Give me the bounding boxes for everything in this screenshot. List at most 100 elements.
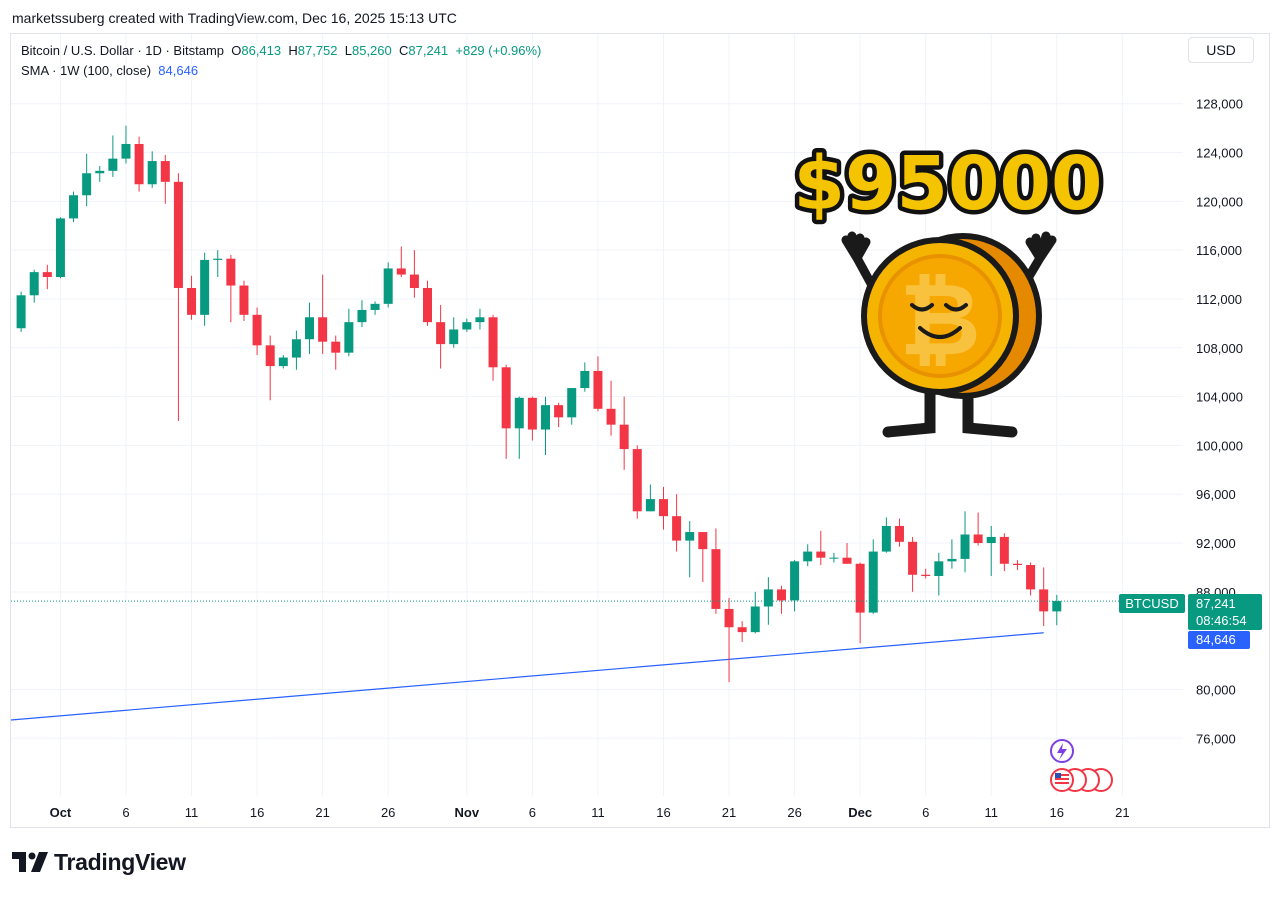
candle[interactable] <box>999 533 1009 572</box>
candle[interactable] <box>396 246 406 277</box>
candle[interactable] <box>894 518 904 547</box>
candle[interactable] <box>1026 562 1036 596</box>
candle[interactable] <box>881 517 891 553</box>
candle[interactable] <box>921 568 931 579</box>
legend-high-value: 87,752 <box>297 43 338 58</box>
candle[interactable] <box>527 396 537 441</box>
candle[interactable] <box>357 300 367 328</box>
candle[interactable] <box>318 274 328 354</box>
candle[interactable] <box>187 275 197 320</box>
candle[interactable] <box>213 250 223 277</box>
candle[interactable] <box>69 191 79 223</box>
us-flag-events-icon[interactable] <box>1050 768 1113 792</box>
candle[interactable] <box>1039 567 1049 627</box>
candle[interactable] <box>344 308 354 357</box>
candle[interactable] <box>645 484 655 512</box>
candle[interactable] <box>449 317 459 348</box>
candle[interactable] <box>383 262 393 308</box>
candle-body <box>331 341 341 353</box>
candle[interactable] <box>409 250 419 298</box>
candle[interactable] <box>370 301 380 315</box>
candle[interactable] <box>685 521 695 578</box>
candle[interactable] <box>567 388 577 425</box>
candle[interactable] <box>672 494 682 552</box>
candle[interactable] <box>331 335 341 370</box>
candle[interactable] <box>554 402 564 428</box>
last-price-badge: 87,241 08:46:54 <box>1188 594 1262 630</box>
candle[interactable] <box>986 525 996 576</box>
candle-body <box>383 268 393 304</box>
candle[interactable] <box>160 154 170 204</box>
candle[interactable] <box>842 543 852 564</box>
candle[interactable] <box>541 396 550 456</box>
candle-body <box>396 268 406 275</box>
price-tick-label: 104,000 <box>1196 390 1243 405</box>
candle[interactable] <box>947 539 957 569</box>
time-tick-label: 6 <box>122 805 129 820</box>
candle[interactable] <box>632 445 642 519</box>
candle[interactable] <box>934 552 944 596</box>
candle[interactable] <box>95 165 105 182</box>
sma-line <box>10 632 1044 721</box>
candle[interactable] <box>291 330 301 370</box>
candle[interactable] <box>724 597 734 683</box>
candle[interactable] <box>750 591 760 634</box>
candle[interactable] <box>868 539 878 614</box>
candle[interactable] <box>173 173 183 421</box>
candle[interactable] <box>488 314 498 381</box>
tradingview-logo[interactable]: TradingView <box>12 848 186 876</box>
currency-button[interactable]: USD <box>1188 37 1254 63</box>
price-tick-label: 76,000 <box>1196 731 1236 746</box>
candle[interactable] <box>134 136 144 192</box>
candle[interactable] <box>265 335 275 401</box>
candle[interactable] <box>436 305 446 369</box>
candle[interactable] <box>200 252 210 326</box>
candle[interactable] <box>803 544 813 567</box>
candle[interactable] <box>816 530 826 565</box>
candle[interactable] <box>252 307 262 356</box>
candle[interactable] <box>278 355 288 369</box>
candle[interactable] <box>462 318 472 332</box>
candle[interactable] <box>908 536 918 592</box>
candle[interactable] <box>121 125 131 164</box>
candle[interactable] <box>698 532 708 583</box>
candle[interactable] <box>55 217 65 279</box>
candle[interactable] <box>711 528 721 614</box>
candle[interactable] <box>423 280 433 326</box>
candle-body <box>527 397 537 430</box>
flash-icon[interactable] <box>1050 739 1074 763</box>
candle-body <box>226 258 236 286</box>
candle[interactable] <box>16 291 26 332</box>
candle[interactable] <box>108 135 118 177</box>
candle[interactable] <box>226 255 236 323</box>
candle[interactable] <box>475 308 485 330</box>
candle[interactable] <box>580 362 590 392</box>
candle[interactable] <box>776 585 786 614</box>
candle[interactable] <box>42 264 52 290</box>
promo-price-text: $95000 <box>794 141 1103 227</box>
candle[interactable] <box>29 269 39 303</box>
candle[interactable] <box>1052 594 1062 626</box>
candle[interactable] <box>737 621 747 642</box>
candle[interactable] <box>501 364 511 459</box>
candle[interactable] <box>658 486 668 530</box>
candle-body <box>423 287 433 323</box>
candle[interactable] <box>829 552 839 563</box>
candle[interactable] <box>1012 560 1022 570</box>
candle[interactable] <box>855 562 865 644</box>
candle[interactable] <box>606 380 616 436</box>
candle[interactable] <box>147 151 157 188</box>
candle[interactable] <box>593 356 603 412</box>
candle[interactable] <box>619 396 629 470</box>
candle[interactable] <box>763 577 773 625</box>
candle[interactable] <box>305 302 315 354</box>
chart-frame[interactable] <box>10 33 1270 828</box>
sma-badge-text: 84,646 <box>1196 632 1236 647</box>
candle[interactable] <box>973 512 983 546</box>
candle[interactable] <box>790 560 800 612</box>
candle[interactable] <box>239 280 249 321</box>
candle[interactable] <box>960 511 970 573</box>
candle[interactable] <box>82 153 92 207</box>
candle[interactable] <box>514 396 524 459</box>
